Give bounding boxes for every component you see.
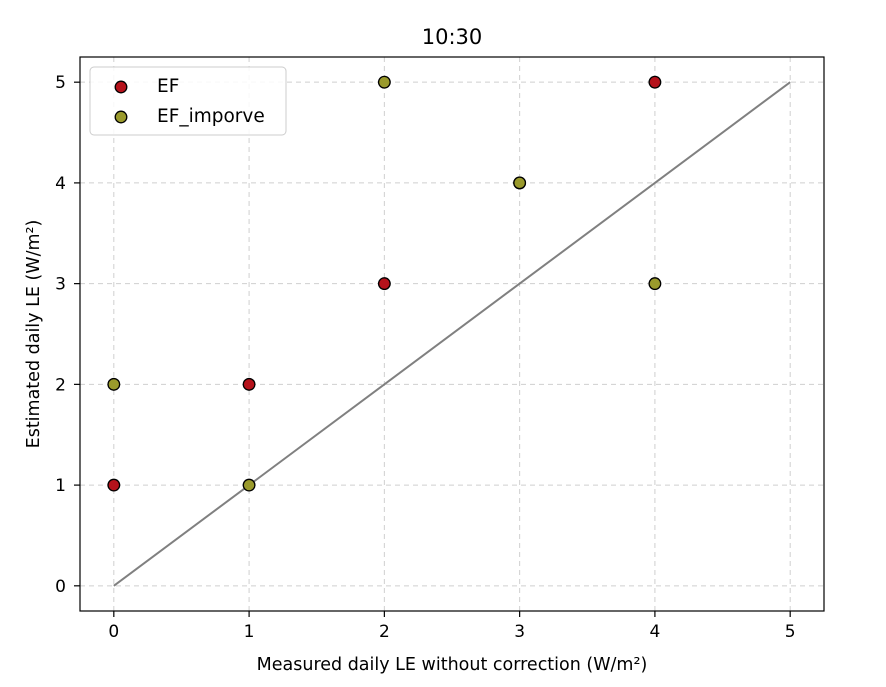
reference-line xyxy=(113,81,791,587)
plot-frame xyxy=(79,56,825,612)
point-ef-imporve xyxy=(648,277,662,291)
point-ef-imporve xyxy=(107,377,121,391)
x-axis-label: Measured daily LE without correction (W/… xyxy=(257,655,648,675)
x-tick-label: 3 xyxy=(514,622,525,642)
point-ef-imporve xyxy=(513,176,527,190)
y-tick-label: 3 xyxy=(55,275,66,295)
y-axis-ticks: 0 1 2 3 4 5 xyxy=(55,73,80,597)
y-tick-label: 5 xyxy=(55,73,66,93)
y-tick-label: 1 xyxy=(55,476,66,496)
x-tick-label: 0 xyxy=(108,622,119,642)
reference-line-group xyxy=(113,81,791,587)
x-tick-label: 5 xyxy=(785,622,796,642)
point-ef-imporve xyxy=(242,478,256,492)
legend-label-ef: EF xyxy=(157,76,179,97)
point-ef xyxy=(648,75,662,89)
y-tick-label: 2 xyxy=(55,375,66,395)
legend: EF EF_imporve xyxy=(89,66,287,136)
point-ef xyxy=(377,277,391,291)
x-tick-label: 4 xyxy=(649,622,660,642)
legend-marker-ef-imporve xyxy=(114,110,128,124)
grid-lines xyxy=(80,57,824,611)
point-ef xyxy=(107,478,121,492)
legend-marker-ef xyxy=(114,80,128,94)
y-axis-label: Estimated daily LE (W/m²) xyxy=(24,220,44,449)
y-tick-label: 4 xyxy=(55,174,66,194)
x-axis-ticks: 0 1 2 3 4 5 xyxy=(108,611,796,642)
point-ef xyxy=(242,377,256,391)
legend-box xyxy=(89,66,287,136)
chart-title: 10:30 xyxy=(422,25,483,49)
legend-label-ef-imporve: EF_imporve xyxy=(157,106,265,127)
data-points xyxy=(107,75,662,492)
y-tick-label: 0 xyxy=(55,577,66,597)
point-ef-imporve xyxy=(377,75,391,89)
x-tick-label: 2 xyxy=(379,622,390,642)
x-tick-label: 1 xyxy=(244,622,255,642)
